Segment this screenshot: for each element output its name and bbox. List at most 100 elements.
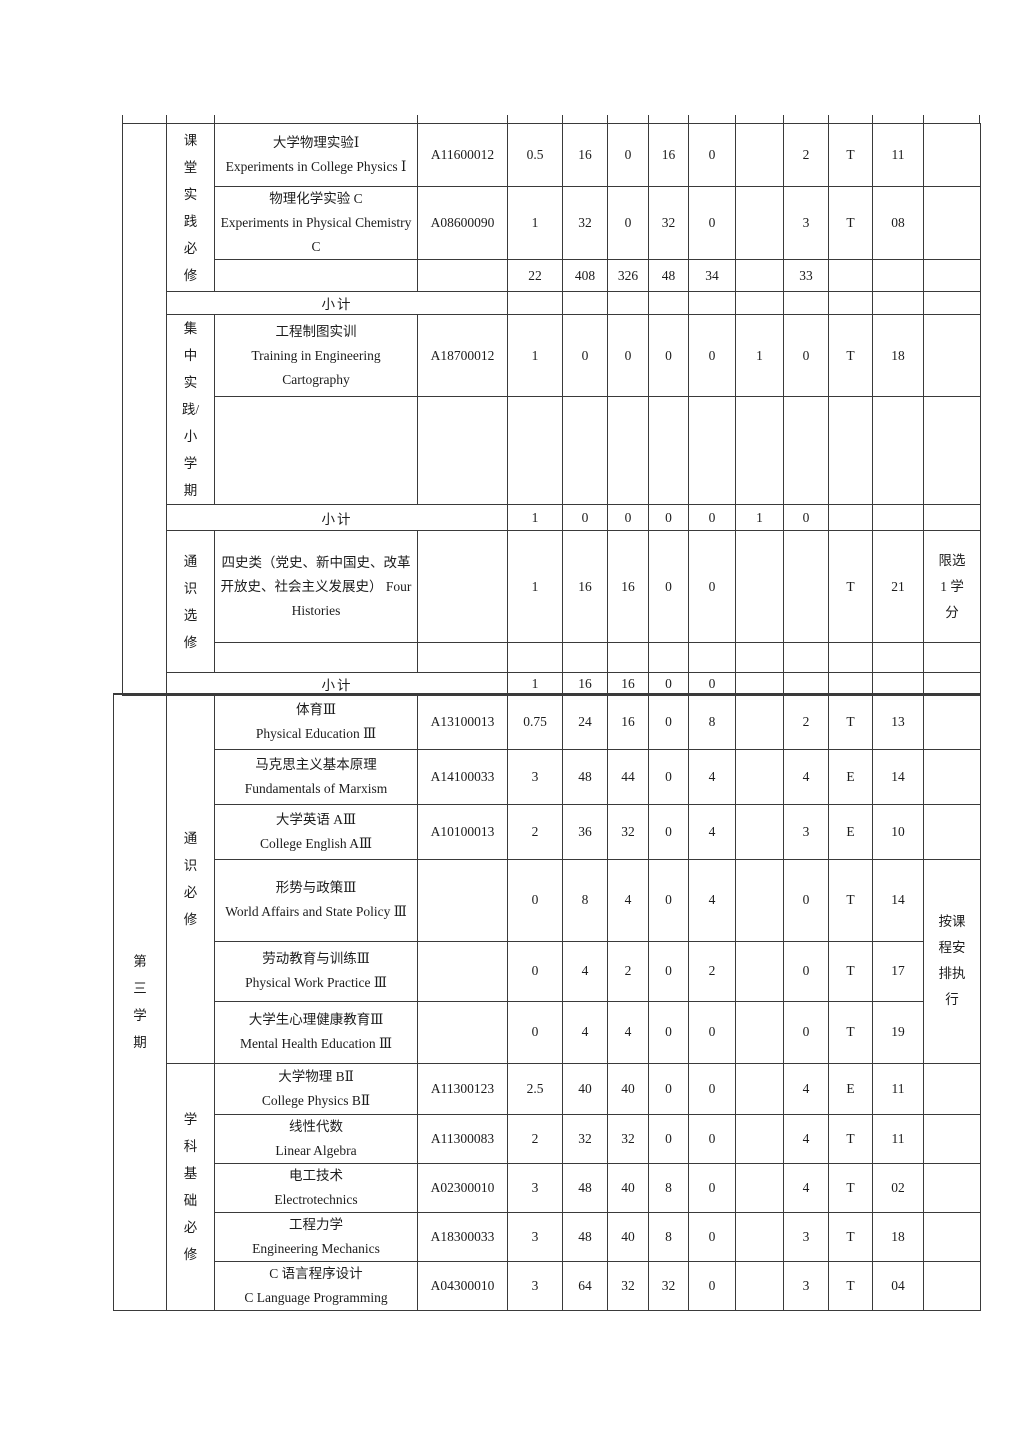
cell-credits: 1 — [507, 186, 563, 260]
cell-exam-type: E — [828, 1062, 873, 1115]
cell-empty — [783, 396, 829, 505]
cell-weekly-hours: 0 — [783, 858, 829, 942]
course-name-cell: 大学生心理健康教育Ⅲ Mental Health Education Ⅲ — [214, 1000, 418, 1064]
cell-empty — [562, 396, 608, 505]
cell-note — [923, 1211, 981, 1262]
course-name-en: Training in Engineering Cartography — [251, 347, 381, 387]
cell-lecture-hours: 40 — [607, 1062, 649, 1115]
cell-experiment-hours: 32 — [648, 186, 689, 260]
cell-dept-code: 08 — [872, 186, 924, 260]
cell-empty — [648, 396, 689, 505]
cell-dept-code: 17 — [872, 940, 924, 1002]
cell-total-hours: 0 — [562, 504, 608, 531]
course-name-zh: 工程制图实训 — [275, 323, 357, 339]
totals-row: 22 408 326 48 34 33 — [123, 259, 981, 292]
course-name-zh: 物理化学实验 C — [269, 191, 363, 206]
cell-empty — [562, 642, 608, 673]
course-row: 马克思主义基本原理 Fundamentals of Marxism A14100… — [114, 748, 981, 805]
cell-lecture-hours: 16 — [607, 693, 649, 750]
cell-note-restricted-elective: 限选 1 学 分 — [923, 530, 981, 643]
cell-weekly-hours: 2 — [783, 693, 829, 750]
cell-weeks: 1 — [735, 504, 784, 531]
cell-total-hours: 4 — [562, 940, 608, 1002]
cell-course-code: A11600012 — [417, 123, 508, 187]
category-cell-concentrated-practice: 集 中 实 践/ 小 学 期 — [166, 314, 215, 505]
course-name-cell-empty — [214, 259, 418, 292]
cell-experiment-hours: 0 — [648, 1000, 689, 1064]
cell-weeks — [735, 803, 784, 860]
cell-lecture-hours: 44 — [607, 748, 649, 805]
cell-dept-code: 10 — [872, 803, 924, 860]
cell-exam-type — [828, 259, 873, 292]
cell-exam-type: T — [828, 313, 873, 398]
cell-empty — [923, 642, 981, 673]
cell-weekly-hours — [783, 672, 829, 696]
subtotal-row: 小计 1 0 0 0 0 1 0 — [123, 504, 981, 531]
course-name-en: Experiments in Physical Chemistry C — [220, 215, 412, 254]
cell-credits: 3 — [507, 1162, 563, 1213]
cell-course-code: A10100013 — [417, 803, 508, 860]
course-name-zh: 工程力学 — [289, 1216, 343, 1232]
cell-credits — [507, 291, 563, 315]
empty-row — [123, 642, 981, 673]
cell-course-code — [417, 530, 508, 643]
column-line-stub — [607, 115, 608, 123]
cell-dept-code: 11 — [872, 123, 924, 187]
cell-exam-type: T — [828, 1162, 873, 1213]
course-name-cell: 电工技术 Electrotechnics — [214, 1162, 418, 1213]
cell-course-code — [417, 858, 508, 942]
course-row: 形势与政策Ⅲ World Affairs and State Policy Ⅲ … — [114, 858, 981, 1064]
course-row: 大学英语 AⅢ College English AⅢ A10100013 2 3… — [114, 803, 981, 860]
cell-practice-hours: 0 — [688, 530, 736, 643]
cell-dept-code: 19 — [872, 1000, 924, 1064]
course-row: 学 科 基 础 必 修 大学物理 BⅡ College Physics BⅡ A… — [114, 1062, 981, 1311]
cell-weekly-hours: 4 — [783, 1062, 829, 1115]
cell-note — [923, 504, 981, 531]
course-name-en: Engineering Mechanics — [252, 1240, 380, 1256]
cell-note — [923, 1113, 981, 1164]
course-name-zh: 大学生心理健康教育Ⅲ — [248, 1012, 384, 1027]
cell-credits: 1 — [507, 504, 563, 531]
cell-lecture-hours: 32 — [607, 1113, 649, 1164]
course-name-zh: 线性代数 — [289, 1118, 343, 1134]
cell-practice-hours: 0 — [688, 504, 736, 531]
course-name-en: Physical Education Ⅲ — [255, 725, 377, 741]
cell-credits: 3 — [507, 1211, 563, 1262]
cell-weeks — [735, 259, 784, 292]
cell-note — [923, 1260, 981, 1311]
cell-practice-hours: 4 — [688, 803, 736, 860]
cell-lecture-hours: 2 — [607, 940, 649, 1002]
cell-empty — [783, 642, 829, 673]
cell-lecture-hours: 32 — [607, 1260, 649, 1311]
course-name-zh: 四史类（党史、新中国史、改革开放史、社会主义发展史） — [220, 554, 411, 594]
cell-empty — [872, 396, 924, 505]
cell-note — [923, 1062, 981, 1115]
cell-dept-code: 04 — [872, 1260, 924, 1311]
semester-cell-empty — [122, 123, 167, 696]
course-name-en: Linear Algebra — [275, 1142, 357, 1158]
cell-lecture-hours: 0 — [607, 504, 649, 531]
cell-exam-type: T — [828, 1113, 873, 1164]
cell-empty — [872, 642, 924, 673]
subtotal-row: 小计 — [123, 291, 981, 315]
course-name-cell: 劳动教育与训练Ⅲ Physical Work Practice Ⅲ — [214, 940, 418, 1002]
course-name-en: Experiments in College Physics Ⅰ — [225, 159, 407, 174]
cell-empty — [607, 642, 649, 673]
cell-weekly-hours: 0 — [783, 940, 829, 1002]
cell-total-hours: 36 — [562, 803, 608, 860]
column-line-stub — [872, 115, 873, 123]
course-name-cell: 马克思主义基本原理 Fundamentals of Marxism — [214, 748, 418, 805]
cell-empty — [688, 396, 736, 505]
cell-total-hours: 32 — [562, 1113, 608, 1164]
cell-lecture-hours: 32 — [607, 803, 649, 860]
cell-empty — [607, 396, 649, 505]
cell-exam-type: T — [828, 858, 873, 942]
cell-experiment-hours: 48 — [648, 259, 689, 292]
cell-weekly-hours: 3 — [783, 1260, 829, 1311]
cell-experiment-hours — [648, 291, 689, 315]
cell-credits: 0.5 — [507, 123, 563, 187]
cell-experiment-hours: 8 — [648, 1211, 689, 1262]
column-line-stub — [828, 115, 829, 123]
cell-weeks: 1 — [735, 313, 784, 398]
course-name-cell: 大学英语 AⅢ College English AⅢ — [214, 803, 418, 860]
